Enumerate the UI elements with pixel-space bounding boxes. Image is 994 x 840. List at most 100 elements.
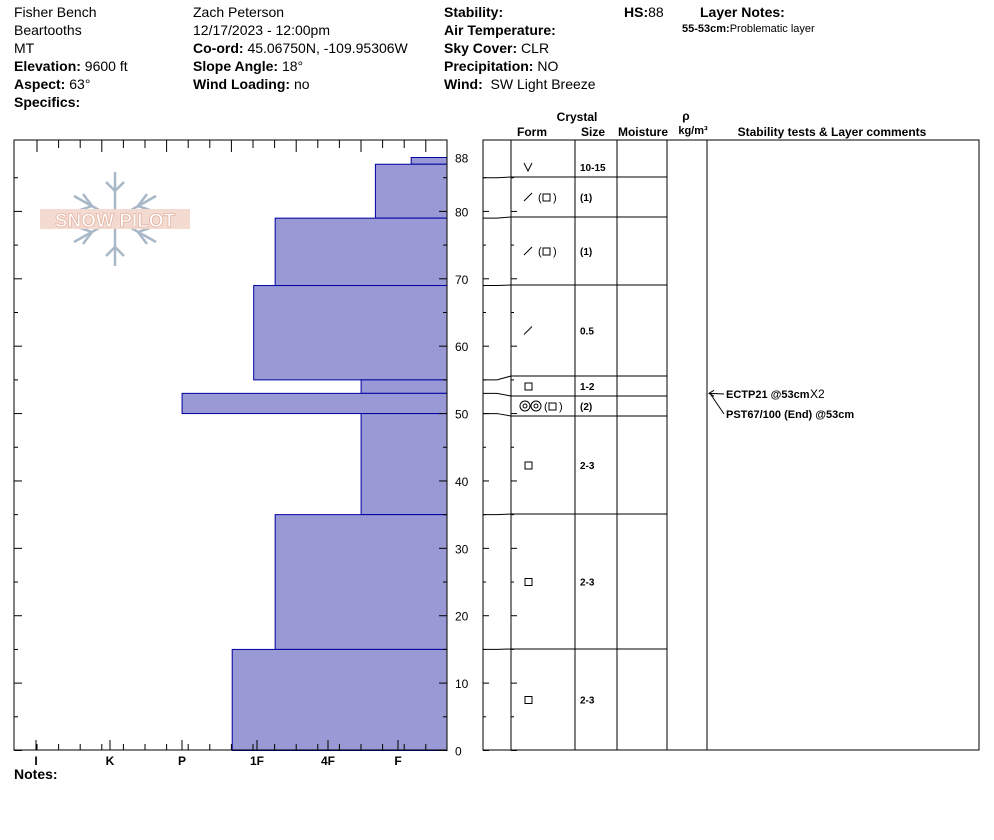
sky-label: Sky Cover:	[444, 40, 518, 56]
crystal-table: Crystal Form Size Moisture ρ kg/m³ Stabi…	[482, 109, 980, 751]
precip-value: NO	[537, 58, 559, 74]
stability-test-pointer	[709, 393, 725, 415]
hardness-label-I: I	[34, 754, 37, 768]
depth-axis: 0 10 20 30 40 50 60 70 80 88	[439, 152, 517, 759]
elevation-value: 9600 ft	[84, 58, 128, 74]
aspect-row: Aspect: 63°	[14, 75, 128, 93]
slope-row: Slope Angle: 18°	[193, 57, 408, 75]
stability-test: ECTP21 @53cm X2	[709, 387, 825, 401]
top-ticks	[36, 140, 427, 152]
hardness-label-P: P	[178, 754, 186, 768]
svg-text:(: (	[538, 246, 542, 258]
site-info: Fisher Bench Beartooths MT Elevation: 96…	[14, 3, 128, 111]
slope-label: Slope Angle:	[193, 58, 279, 74]
svg-text:): )	[559, 401, 563, 413]
layer-note-text: Problematic layer	[729, 23, 815, 35]
observation-datetime: 12/17/2023 - 12:00pm	[193, 22, 330, 38]
depth-tick-label: 40	[455, 475, 469, 489]
crystal-form-fragmented-icon	[523, 326, 533, 335]
specifics-label: Specifics:	[14, 94, 81, 110]
hardness-bar-8	[231, 648, 448, 752]
crystal-form-faceted-icon	[524, 578, 533, 586]
crystal-form-fragmented-to-faceted-icon: ()	[523, 192, 557, 204]
air-temp-label: Air Temperature:	[444, 22, 556, 38]
hardness-bar-5	[181, 392, 448, 415]
crystal-size: (1)	[580, 193, 592, 204]
elevation-row: Elevation: 9600 ft	[14, 57, 128, 75]
depth-connector	[483, 513, 512, 516]
state-name: MT	[14, 40, 35, 56]
crystal-form-rounded-to-faceted-icon: ()	[519, 400, 563, 413]
arrow-head-icon	[708, 389, 715, 397]
coord-label: Co-ord:	[193, 40, 244, 56]
depth-tick-label: 10	[455, 677, 469, 691]
depth-tick-label: 20	[455, 610, 469, 624]
crystal-size: 10-15	[580, 163, 606, 174]
notes-label: Notes:	[14, 766, 58, 782]
crystal-form-fragmented-to-faceted-icon: ()	[523, 246, 557, 258]
depth-tick-label: 80	[455, 205, 469, 219]
left-ticks	[14, 177, 22, 751]
wind-label: Wind:	[444, 76, 483, 92]
coord-value: 45.06750N, -109.95306W	[247, 40, 408, 56]
svg-text:(: (	[544, 401, 548, 413]
aspect-value: 63°	[69, 76, 91, 92]
hs-readout: HS:88	[624, 3, 664, 21]
moisture-header: Moisture	[618, 125, 668, 139]
crystal-header: Crystal	[557, 110, 598, 124]
elevation-label: Elevation:	[14, 58, 81, 74]
crystal-table-frame	[482, 139, 980, 751]
observer-info: Zach Peterson 12/17/2023 - 12:00pm Co-or…	[193, 3, 408, 93]
air-temp-row: Air Temperature:	[444, 21, 596, 39]
depth-tick-label: 70	[455, 273, 469, 287]
density-unit: kg/m³	[678, 125, 708, 137]
precip-label: Precipitation:	[444, 58, 534, 74]
hardness-bar-0	[410, 157, 448, 165]
wind-value: SW Light Breeze	[490, 76, 596, 92]
hardness-bar-3	[253, 285, 448, 381]
hs-value: 88	[648, 4, 664, 20]
coord-row: Co-ord: 45.06750N, -109.95306W	[193, 39, 408, 57]
depth-tick-label: 0	[455, 745, 462, 759]
stability-label: Stability:	[444, 4, 504, 20]
crystal-size: 2-3	[580, 696, 595, 707]
wind-loading-row: Wind Loading: no	[193, 75, 408, 93]
crystal-form-faceted-icon	[524, 696, 533, 704]
snowpilot-logo: SNOW PILOT	[40, 172, 190, 266]
stability-test-pointer	[709, 392, 725, 395]
comments-header: Stability tests & Layer comments	[738, 125, 927, 139]
hardness-bar-7	[274, 514, 448, 650]
location-name: Fisher Bench	[14, 4, 97, 20]
hardness-label-F: F	[394, 754, 401, 768]
layer-note-depth: 55-53cm:	[682, 23, 730, 35]
sky-row: Sky Cover: CLR	[444, 39, 596, 57]
logo-text: SNOW PILOT	[55, 211, 176, 232]
svg-text:(: (	[538, 192, 542, 204]
slope-value: 18°	[281, 58, 304, 74]
crystal-size: 2-3	[580, 461, 595, 472]
stability-test-text: ECTP21 @53cm	[726, 389, 810, 401]
layer-notes-title: Layer Notes:	[700, 4, 785, 20]
hardness-bar-4	[360, 379, 448, 394]
depth-tick-label: 60	[455, 340, 469, 354]
hardness-bar-1	[374, 163, 448, 219]
depth-tick-label: 30	[455, 542, 469, 556]
observer-name: Zach Peterson	[193, 4, 285, 20]
wind-loading-label: Wind Loading:	[193, 76, 291, 92]
crystal-rows: 10-15 () (1) () (1) 0.5 1-2 () (2) 2-3 2-3 2-3	[483, 162, 667, 707]
layer-note-row: 55-53cm:Problematic layer	[682, 23, 815, 35]
range-name: Beartooths	[14, 22, 82, 38]
svg-text:): )	[553, 192, 557, 204]
form-header: Form	[517, 125, 547, 139]
hardness-bars	[181, 157, 448, 752]
density-symbol: ρ	[682, 109, 689, 123]
crystal-form-faceted-icon	[524, 382, 533, 391]
depth-connector	[483, 216, 512, 219]
depth-connector	[483, 375, 512, 381]
hardness-labels: I K P 1F 4F F	[34, 754, 401, 768]
conditions-info: Stability: Air Temperature: Sky Cover: C…	[444, 3, 596, 93]
depth-connector	[483, 413, 512, 417]
crystal-size: (1)	[580, 247, 592, 258]
logo-band	[40, 209, 190, 229]
